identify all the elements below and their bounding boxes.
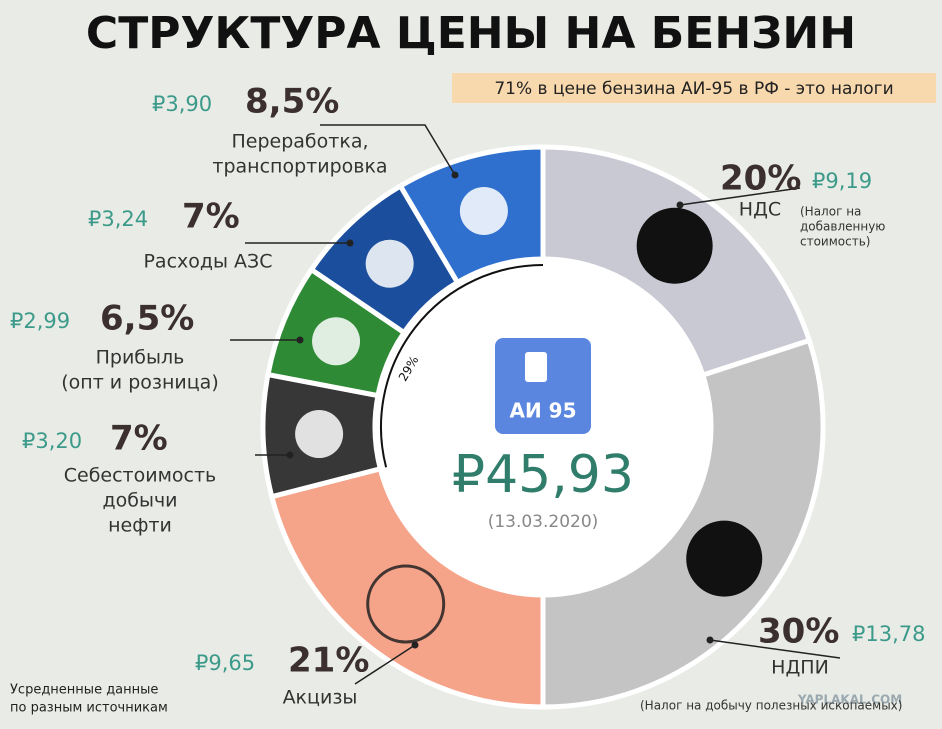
segment-percent: 20% — [720, 159, 801, 199]
segment-amount: ₽3,24 — [88, 207, 148, 231]
watermark: YAPLAKAL.COM — [797, 693, 902, 707]
segment-amount: ₽9,19 — [812, 169, 872, 193]
segment-name: (опт и розница) — [61, 372, 219, 394]
leader-dot — [706, 636, 714, 644]
segment-name: Расходы АЗС — [143, 251, 272, 273]
segment-percent: 8,5% — [245, 82, 339, 122]
segment-percent: 30% — [758, 612, 839, 652]
subtitle-box — [452, 73, 936, 103]
segment-note: (Налог на добычу полезных ископаемых) — [640, 699, 902, 713]
segment-amount: ₽13,78 — [852, 622, 925, 646]
leader-line — [679, 187, 801, 206]
segment-name: НДПИ — [771, 657, 829, 679]
donut-segment — [268, 465, 546, 710]
leader-dot — [676, 201, 684, 209]
leader-dot — [451, 171, 459, 179]
segment-icon — [312, 317, 361, 366]
fuel-badge — [495, 338, 591, 434]
segment-name: Переработка, — [232, 131, 369, 153]
segment-amount: ₽2,99 — [10, 309, 70, 333]
segment-icon — [686, 520, 763, 597]
segment-icon — [636, 207, 713, 284]
center-total: ₽45,93 — [452, 445, 634, 505]
segment-name: НДС — [739, 199, 781, 221]
leader-dot — [346, 239, 354, 247]
leader-line — [709, 639, 841, 659]
footnote: по разным источникам — [10, 701, 168, 716]
segment-amount: ₽3,90 — [152, 92, 212, 116]
segment-note: добавленную — [800, 220, 885, 234]
title: СТРУКТУРА ЦЕНЫ НА БЕНЗИН — [86, 8, 856, 59]
segment-name: нефти — [108, 515, 172, 537]
leader-dot — [296, 336, 304, 344]
segment-name: транспортировка — [212, 156, 387, 178]
segment-percent: 7% — [110, 419, 168, 459]
segment-note: стоимость) — [800, 235, 870, 249]
segment-name: Акцизы — [283, 687, 358, 709]
segment-percent: 6,5% — [100, 299, 194, 339]
segment-amount: ₽3,20 — [22, 429, 82, 453]
segment-name: Себестоимость — [64, 465, 217, 487]
segment-amount: ₽9,65 — [195, 651, 255, 675]
segment-name: добычи — [102, 490, 177, 512]
fuel-badge-text: АИ 95 — [509, 399, 576, 423]
subtitle: 71% в цене бензина АИ-95 в РФ - это нало… — [494, 79, 893, 99]
segment-icon — [295, 410, 344, 459]
segment-icon — [365, 239, 414, 288]
segment-percent: 7% — [182, 197, 240, 237]
leader-dot — [286, 451, 294, 459]
footnote: Усредненные данные — [10, 683, 158, 698]
pump-icon — [525, 352, 547, 382]
center-date: (13.03.2020) — [488, 512, 599, 532]
leader-dot — [411, 641, 419, 649]
leader-line — [320, 124, 456, 176]
segment-note: (Налог на — [800, 205, 861, 219]
segment-icon — [366, 564, 446, 644]
bracket — [380, 264, 544, 468]
segment-icon — [459, 186, 508, 235]
leader-line — [354, 644, 416, 685]
segment-percent: 21% — [288, 641, 369, 681]
segment-name: Прибыль — [96, 347, 185, 369]
